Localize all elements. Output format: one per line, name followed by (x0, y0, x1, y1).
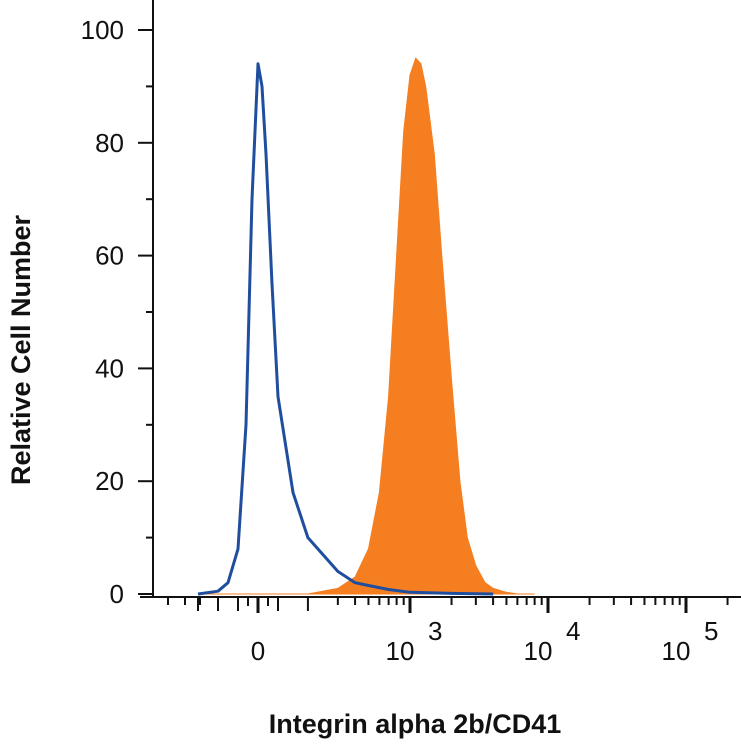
y-tick-label-60: 60 (95, 241, 124, 271)
x-tick-exponent-1000: 3 (428, 616, 442, 646)
y-tick-label-80: 80 (95, 128, 124, 158)
y-axis-title: Relative Cell Number (6, 214, 36, 485)
x-tick-exponent-100000: 5 (704, 616, 718, 646)
x-axis-title: Integrin alpha 2b/CD41 (269, 709, 562, 739)
y-tick-label-100: 100 (81, 15, 124, 45)
histogram-fill-series-1 (198, 57, 535, 595)
x-tick-label-10000: 10 (524, 636, 553, 666)
histogram-outline-series-0 (197, 62, 494, 596)
x-tick-exponent-10000: 4 (566, 616, 580, 646)
y-tick-label-40: 40 (95, 353, 124, 383)
x-tick-label-1000: 10 (386, 636, 415, 666)
axes-layer (140, 0, 741, 598)
series-layer (197, 57, 535, 596)
ticks-layer (138, 29, 729, 613)
labels-layer: 0 20 40 60 80 100 0 10 3 10 4 10 5 (81, 15, 719, 666)
y-tick-label-0: 0 (110, 579, 124, 609)
y-tick-label-20: 20 (95, 466, 124, 496)
x-tick-label-0: 0 (251, 636, 265, 666)
x-tick-label-100000: 10 (662, 636, 691, 666)
